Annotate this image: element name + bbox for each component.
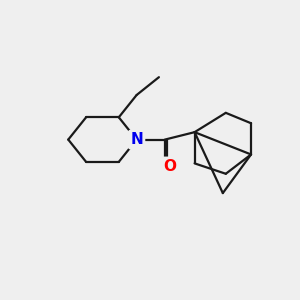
Text: O: O	[164, 159, 177, 174]
Text: N: N	[130, 132, 143, 147]
